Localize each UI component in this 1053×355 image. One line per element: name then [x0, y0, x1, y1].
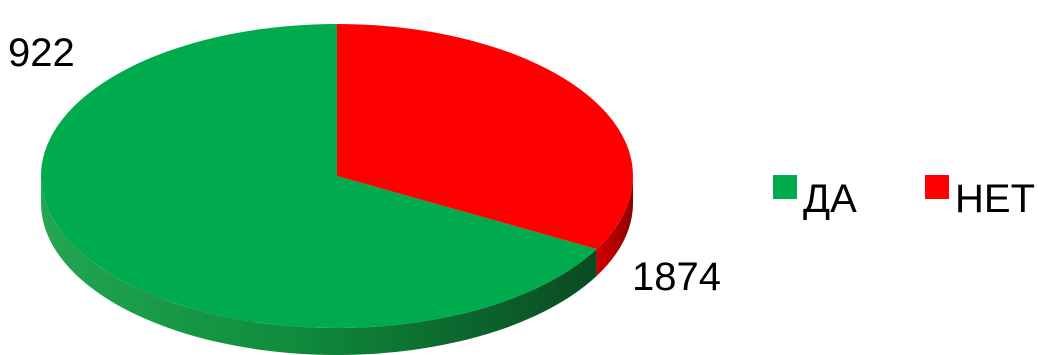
- pie-slices: [41, 24, 633, 328]
- pie-side-НЕТ: [596, 176, 633, 277]
- data-labels: 1874 922: [8, 31, 721, 299]
- legend: ДА НЕТ: [773, 175, 1035, 221]
- pie-side-walls: [41, 176, 633, 355]
- data-label-ДА: 1874: [632, 255, 721, 299]
- legend-swatch-ДА: [773, 175, 797, 199]
- data-label-НЕТ: 922: [8, 31, 75, 75]
- pie-side-ДА: [41, 176, 597, 355]
- pie-slice-ДА: [41, 24, 597, 328]
- legend-label-ДА: ДА: [803, 177, 857, 221]
- pie-slice-НЕТ: [337, 24, 633, 250]
- legend-swatch-НЕТ: [925, 175, 949, 199]
- legend-label-НЕТ: НЕТ: [955, 177, 1035, 221]
